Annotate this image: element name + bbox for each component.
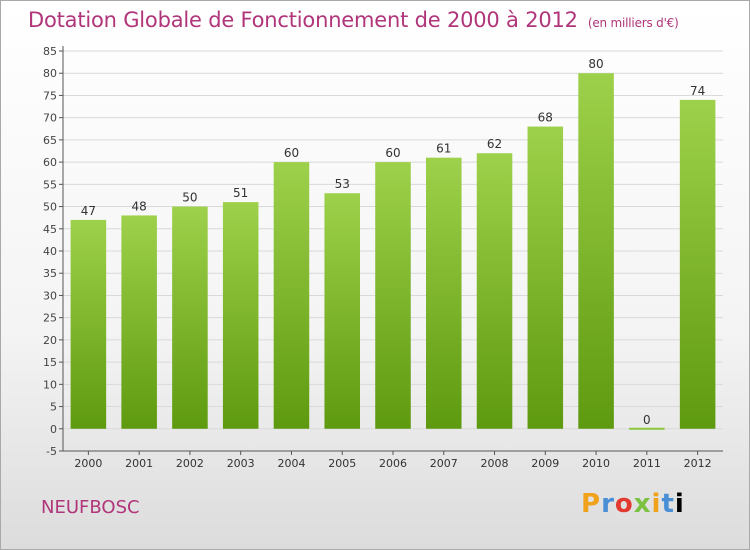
y-tick-label: 75 <box>43 89 57 102</box>
y-tick-label: 5 <box>50 401 57 414</box>
y-tick-label: 60 <box>43 156 57 169</box>
bar <box>121 215 157 429</box>
title-text: Dotation Globale de Fonctionnement de 20… <box>28 8 578 32</box>
y-tick-label: 15 <box>43 356 57 369</box>
proxiti-logo: Proxiti <box>581 489 685 519</box>
x-tick-label: 2007 <box>430 457 458 470</box>
y-tick-label: 10 <box>43 378 57 391</box>
y-tick-label: 50 <box>43 201 57 214</box>
data-label: 68 <box>538 111 553 125</box>
bar <box>324 193 360 429</box>
x-tick-label: 2006 <box>379 457 407 470</box>
bar <box>629 427 665 430</box>
y-tick-label: 0 <box>50 423 57 436</box>
y-tick-label: -5 <box>46 445 57 458</box>
data-label: 74 <box>690 84 705 98</box>
x-tick-label: 2002 <box>176 457 204 470</box>
data-label: 47 <box>81 204 96 218</box>
y-tick-label: 70 <box>43 112 57 125</box>
bar <box>476 153 513 429</box>
bar <box>527 126 564 429</box>
y-tick-label: 55 <box>43 178 57 191</box>
x-tick-label: 2011 <box>633 457 661 470</box>
x-tick-label: 2012 <box>684 457 712 470</box>
data-label: 61 <box>436 142 451 156</box>
commune-name: NEUFBOSC <box>41 497 140 518</box>
bar <box>578 73 614 429</box>
bar <box>273 162 310 429</box>
data-label: 0 <box>643 413 651 427</box>
data-label: 60 <box>284 146 299 160</box>
data-label: 51 <box>233 186 248 200</box>
bar <box>172 206 208 429</box>
y-tick-label: 65 <box>43 134 57 147</box>
x-tick-label: 2003 <box>227 457 255 470</box>
x-tick-label: 2008 <box>481 457 509 470</box>
chart-title: Dotation Globale de Fonctionnement de 20… <box>28 8 679 32</box>
x-tick-label: 2000 <box>74 457 102 470</box>
axes: -505101520253035404550556065707580852000… <box>43 45 723 470</box>
bar <box>222 202 259 429</box>
y-tick-label: 85 <box>43 45 57 58</box>
data-label: 53 <box>335 177 350 191</box>
data-label: 80 <box>588 57 603 71</box>
y-tick-label: 20 <box>43 334 57 347</box>
bars <box>70 73 716 430</box>
data-label: 50 <box>182 191 197 205</box>
x-tick-label: 2004 <box>277 457 305 470</box>
bar <box>426 157 462 429</box>
bar <box>679 99 716 429</box>
x-tick-label: 2009 <box>531 457 559 470</box>
y-tick-label: 40 <box>43 245 57 258</box>
x-tick-label: 2001 <box>125 457 153 470</box>
y-tick-label: 45 <box>43 223 57 236</box>
x-tick-label: 2010 <box>582 457 610 470</box>
data-labels: 47 48 50 51 60 53 60 61 62 68 80 0 74 <box>81 57 706 427</box>
y-tick-label: 30 <box>43 289 57 302</box>
data-label: 62 <box>487 137 502 151</box>
bar <box>375 162 411 429</box>
y-tick-label: 25 <box>43 312 57 325</box>
y-tick-label: 35 <box>43 267 57 280</box>
data-label: 48 <box>132 199 147 213</box>
y-tick-label: 80 <box>43 67 57 80</box>
unit-label: (en milliers d'€) <box>587 16 679 30</box>
x-tick-label: 2005 <box>328 457 356 470</box>
bar <box>70 219 107 429</box>
data-label: 60 <box>385 146 400 160</box>
